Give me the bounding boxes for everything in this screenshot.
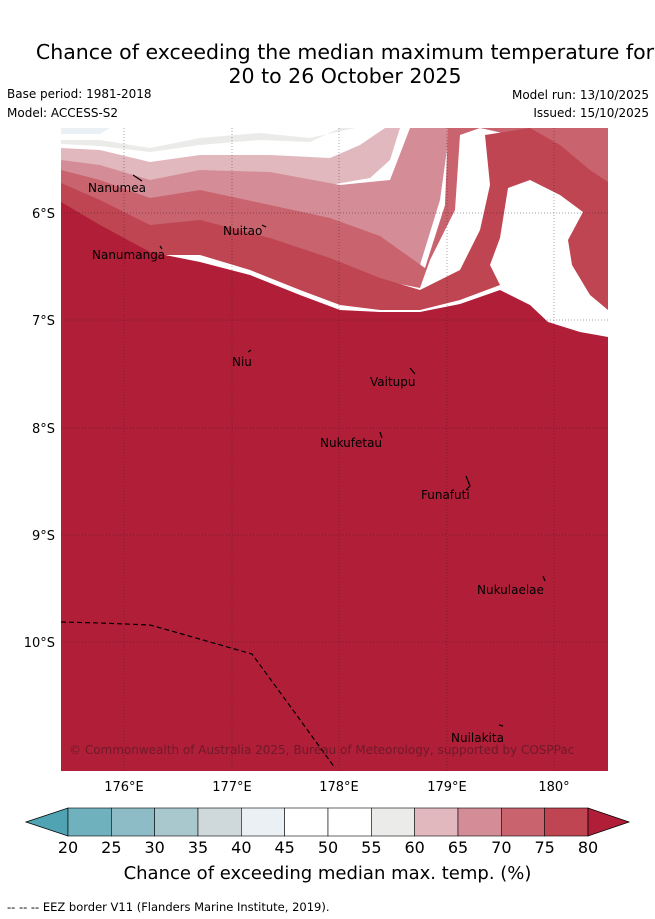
colorbar-tick-label: 70 (491, 838, 511, 857)
colorbar-bin (241, 807, 285, 837)
map-title-line1: Chance of exceeding the median maximum t… (35, 40, 655, 64)
lon-axis-labels: 176°E 177°E 178°E 179°E 180° (104, 780, 569, 795)
probability-field: Nanumea Nuitao Nanumanga Niu Vaitupu Nuk… (61, 128, 608, 771)
model-name: Model: ACCESS-S2 (7, 106, 119, 120)
place-niu: Niu (232, 355, 252, 369)
lat-label-7s: 7°S (32, 314, 55, 329)
map-title-line2: 20 to 26 October 2025 (228, 64, 462, 88)
lon-label-177e: 177°E (212, 780, 252, 795)
colorbar-tick-label: 60 (404, 838, 424, 857)
place-nukufetau: Nukufetau (320, 436, 382, 450)
colorbar-bin (327, 807, 372, 837)
colorbar-bin (457, 807, 502, 837)
place-nuitao: Nuitao (223, 224, 262, 238)
lon-label-178e: 178°E (319, 780, 359, 795)
colorbar-tick-label: 40 (231, 838, 251, 857)
place-funafuti: Funafuti (421, 488, 470, 502)
colorbar-tick-label: 75 (534, 838, 554, 857)
colorbar-bin (284, 807, 329, 837)
colorbar-bin (67, 807, 112, 837)
colorbar-tick-label: 45 (274, 838, 294, 857)
colorbar-extend-high (587, 807, 631, 837)
colorbar-bin (501, 807, 545, 837)
issued-date: Issued: 15/10/2025 (533, 106, 649, 120)
colorbar-bin (197, 807, 242, 837)
colorbar-tick-label: 50 (318, 838, 338, 857)
lat-axis-labels: 6°S 7°S 8°S 9°S 10°S (24, 207, 55, 651)
colorbar-tick-label: 65 (448, 838, 468, 857)
eez-legend-note: -- -- -- EEZ border V11 (Flanders Marine… (7, 900, 330, 914)
colorbar-tick-label: 80 (578, 838, 598, 857)
lat-label-6s: 6°S (32, 207, 55, 222)
colorbar-bin (414, 807, 459, 837)
lat-label-8s: 8°S (32, 422, 55, 437)
map-title: Chance of exceeding the median maximum t… (0, 40, 655, 88)
islands (132, 174, 546, 727)
place-nanumanga: Nanumanga (92, 248, 165, 262)
colorbar-bin (154, 807, 199, 837)
place-nukulaelae: Nukulaelae (477, 583, 544, 597)
grid-lines (61, 128, 608, 771)
colorbar-tick-label: 30 (144, 838, 164, 857)
colorbar-tick-label: 55 (361, 838, 381, 857)
place-nuilakita: Nuilakita (451, 731, 504, 745)
lat-label-9s: 9°S (32, 529, 55, 544)
colorbar-bin (371, 807, 415, 837)
colorbar-label: Chance of exceeding median max. temp. (%… (123, 863, 532, 884)
lon-label-176e: 176°E (104, 780, 144, 795)
colorbar-tick-label: 20 (58, 838, 78, 857)
model-run: Model run: 13/10/2025 (511, 88, 649, 102)
lon-label-179e: 179°E (427, 780, 467, 795)
place-nanumea: Nanumea (88, 181, 146, 195)
eez-border (61, 621, 336, 769)
place-vaitupu: Vaitupu (370, 375, 416, 389)
copyright-notice: © Commonwealth of Australia 2025, Bureau… (69, 743, 574, 757)
colorbar-bin (111, 807, 155, 837)
colorbar-bin (544, 807, 589, 837)
colorbar: 20 25 30 35 40 45 50 55 60 65 70 75 80 (24, 807, 631, 857)
lat-label-10s: 10°S (24, 636, 55, 651)
base-period: Base period: 1981-2018 (7, 87, 152, 101)
colorbar-tick-label: 35 (188, 838, 208, 857)
colorbar-tick-label: 25 (101, 838, 121, 857)
place-labels: Nanumea Nuitao Nanumanga Niu Vaitupu Nuk… (88, 181, 544, 745)
lon-label-180: 180° (538, 780, 569, 795)
colorbar-extend-low (24, 807, 69, 837)
